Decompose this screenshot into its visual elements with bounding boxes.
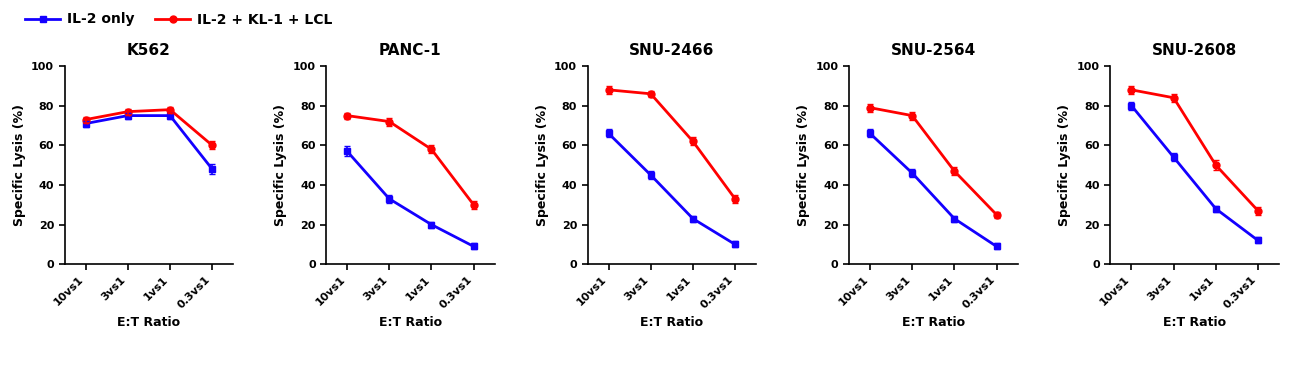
X-axis label: E:T Ratio: E:T Ratio <box>641 316 703 329</box>
X-axis label: E:T Ratio: E:T Ratio <box>379 316 442 329</box>
Y-axis label: Specific Lysis (%): Specific Lysis (%) <box>13 104 26 226</box>
X-axis label: E:T Ratio: E:T Ratio <box>902 316 965 329</box>
Y-axis label: Specific Lysis (%): Specific Lysis (%) <box>274 104 287 226</box>
Title: K562: K562 <box>127 43 171 58</box>
Title: SNU-2608: SNU-2608 <box>1152 43 1238 58</box>
Title: PANC-1: PANC-1 <box>379 43 442 58</box>
Title: SNU-2466: SNU-2466 <box>629 43 714 58</box>
X-axis label: E:T Ratio: E:T Ratio <box>118 316 181 329</box>
Title: SNU-2564: SNU-2564 <box>890 43 975 58</box>
Legend: IL-2 only, IL-2 + KL-1 + LCL: IL-2 only, IL-2 + KL-1 + LCL <box>19 7 339 32</box>
Y-axis label: Specific Lysis (%): Specific Lysis (%) <box>1058 104 1071 226</box>
Y-axis label: Specific Lysis (%): Specific Lysis (%) <box>535 104 549 226</box>
X-axis label: E:T Ratio: E:T Ratio <box>1163 316 1226 329</box>
Y-axis label: Specific Lysis (%): Specific Lysis (%) <box>797 104 810 226</box>
